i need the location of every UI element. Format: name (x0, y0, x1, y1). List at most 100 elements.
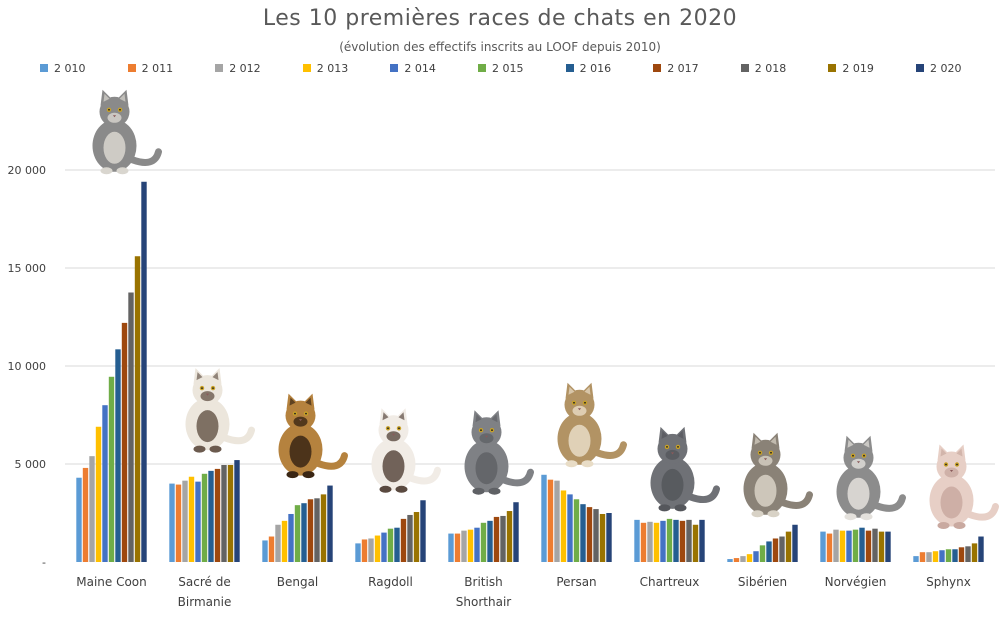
y-tick-label: 5 000 (15, 458, 47, 471)
legend-item-2-014: 2 014 (390, 62, 436, 75)
bar-british-shorthair-2-014 (474, 527, 480, 562)
legend-item-2-012: 2 012 (215, 62, 261, 75)
legend-label: 2 011 (141, 62, 174, 75)
bar-sphynx-2-013 (932, 551, 939, 562)
bar-ragdoll-2-011 (361, 539, 368, 562)
bar-persan-2-010 (541, 474, 547, 562)
bar-siberien-2-017 (772, 538, 779, 562)
bar-sacre-de-birmanie-2-012 (182, 480, 188, 562)
bar-persan-2-020 (606, 513, 612, 562)
legend-label: 2 017 (667, 62, 699, 75)
x-label-siberien: Sibérien (738, 575, 787, 589)
bar-british-shorthair-2-013 (467, 529, 474, 562)
bar-sphynx-2-010 (913, 556, 919, 562)
british-shorthair-cat-photo (464, 410, 534, 495)
bar-ragdoll-2-020 (420, 500, 426, 562)
y-tick-label: 15 000 (8, 262, 47, 275)
bar-persan-2-018 (593, 509, 599, 562)
bar-maine-coon-2-016 (115, 349, 121, 562)
legend-swatch (215, 64, 224, 72)
bar-sphynx-2-012 (926, 552, 932, 562)
chart-title: Les 10 premières races de chats en 2020 (262, 6, 738, 31)
bar-sacre-de-birmanie-2-020 (234, 460, 240, 562)
x-label-sacre-de-birmanie: Sacré de Birmanie (178, 575, 232, 609)
bar-maine-coon-2-014 (102, 405, 108, 562)
maine-coon-cat-photo (92, 89, 162, 175)
bar-chartreux-2-016 (673, 519, 679, 562)
breed-photos (92, 89, 999, 529)
bar-siberien-2-020 (792, 524, 798, 562)
bar-norvegien-2-012 (833, 529, 839, 562)
bar-british-shorthair-2-012 (461, 530, 467, 562)
legend-swatch (916, 64, 924, 72)
bar-british-shorthair-2-017 (493, 516, 500, 562)
bar-sacre-de-birmanie-2-016 (208, 470, 214, 562)
bar-ragdoll-2-017 (400, 518, 407, 562)
bar-maine-coon-2-019 (134, 256, 141, 562)
legend-label: 2 014 (404, 62, 436, 75)
bar-british-shorthair-2-015 (480, 522, 487, 562)
bar-sphynx-2-018 (965, 546, 971, 562)
bar-siberien-2-013 (746, 554, 753, 562)
norwegian-cat-photo (836, 435, 906, 521)
x-label-norvegien: Norvégien (825, 575, 887, 589)
bar-sphynx-2-017 (958, 547, 965, 562)
bar-siberien-2-010 (727, 559, 733, 562)
bengal-cat-photo (278, 393, 348, 479)
bar-persan-2-015 (573, 499, 580, 562)
bar-sacre-de-birmanie-2-010 (169, 483, 175, 562)
bar-bengal-2-015 (294, 505, 301, 562)
bar-norvegien-2-010 (820, 531, 826, 562)
bar-group-sacre-de-birmanie (169, 460, 240, 562)
birman-cat-photo (185, 368, 255, 453)
bar-chartreux-2-015 (666, 518, 673, 562)
legend-label: 2 013 (316, 62, 349, 75)
legend-swatch (127, 64, 136, 72)
bar-persan-2-013 (560, 490, 567, 562)
x-label-ragdoll: Ragdoll (368, 575, 413, 589)
x-axis-labels: Maine Coon Sacré de Birmanie Bengal Ragdoll B… (76, 575, 971, 609)
y-tick-label: 10 000 (8, 360, 47, 373)
legend-item-2-010: 2 010 (40, 62, 86, 75)
x-label-british-shorthair: British Shorthair (456, 575, 511, 609)
bar-persan-2-012 (554, 480, 560, 562)
bar-sacre-de-birmanie-2-015 (201, 473, 208, 562)
bar-sacre-de-birmanie-2-013 (188, 476, 195, 562)
bar-group-maine-coon (76, 181, 147, 562)
bar-british-shorthair-2-010 (448, 533, 454, 562)
bar-chartreux-2-020 (699, 519, 705, 562)
bar-maine-coon-2-015 (108, 376, 115, 562)
bar-british-shorthair-2-018 (500, 515, 506, 562)
legend-swatch (390, 64, 399, 72)
bar-bengal-2-017 (307, 499, 314, 562)
bar-norvegien-2-013 (839, 530, 846, 562)
bar-group-bengal (262, 485, 333, 562)
bar-maine-coon-2-017 (121, 322, 128, 562)
persian-cat-photo (557, 382, 627, 468)
bar-sacre-de-birmanie-2-017 (214, 468, 221, 562)
legend-item-2-020: 2 020 (916, 62, 962, 75)
sphynx-cat-photo (929, 444, 999, 529)
bar-bengal-2-011 (268, 536, 275, 562)
bar-chartreux-2-014 (660, 520, 666, 562)
bar-persan-2-019 (599, 513, 606, 562)
legend-swatch (478, 64, 486, 72)
legend-item-2-019: 2 019 (828, 62, 874, 75)
bar-norvegien-2-011 (826, 533, 833, 562)
bar-bengal-2-019 (320, 494, 327, 562)
bar-ragdoll-2-010 (355, 543, 361, 562)
legend-label: 2 018 (754, 62, 787, 75)
bars (76, 181, 984, 562)
bar-sphynx-2-011 (919, 552, 926, 562)
bar-bengal-2-018 (314, 498, 320, 562)
bar-norvegien-2-016 (859, 527, 865, 562)
bar-sacre-de-birmanie-2-011 (175, 484, 182, 562)
bar-group-ragdoll (355, 500, 426, 562)
bar-ragdoll-2-016 (394, 527, 400, 562)
legend-swatch (40, 64, 48, 72)
bar-sphynx-2-015 (945, 549, 952, 562)
bar-persan-2-017 (586, 507, 593, 562)
legend-label: 2 019 (842, 62, 874, 75)
bar-british-shorthair-2-019 (506, 511, 513, 562)
